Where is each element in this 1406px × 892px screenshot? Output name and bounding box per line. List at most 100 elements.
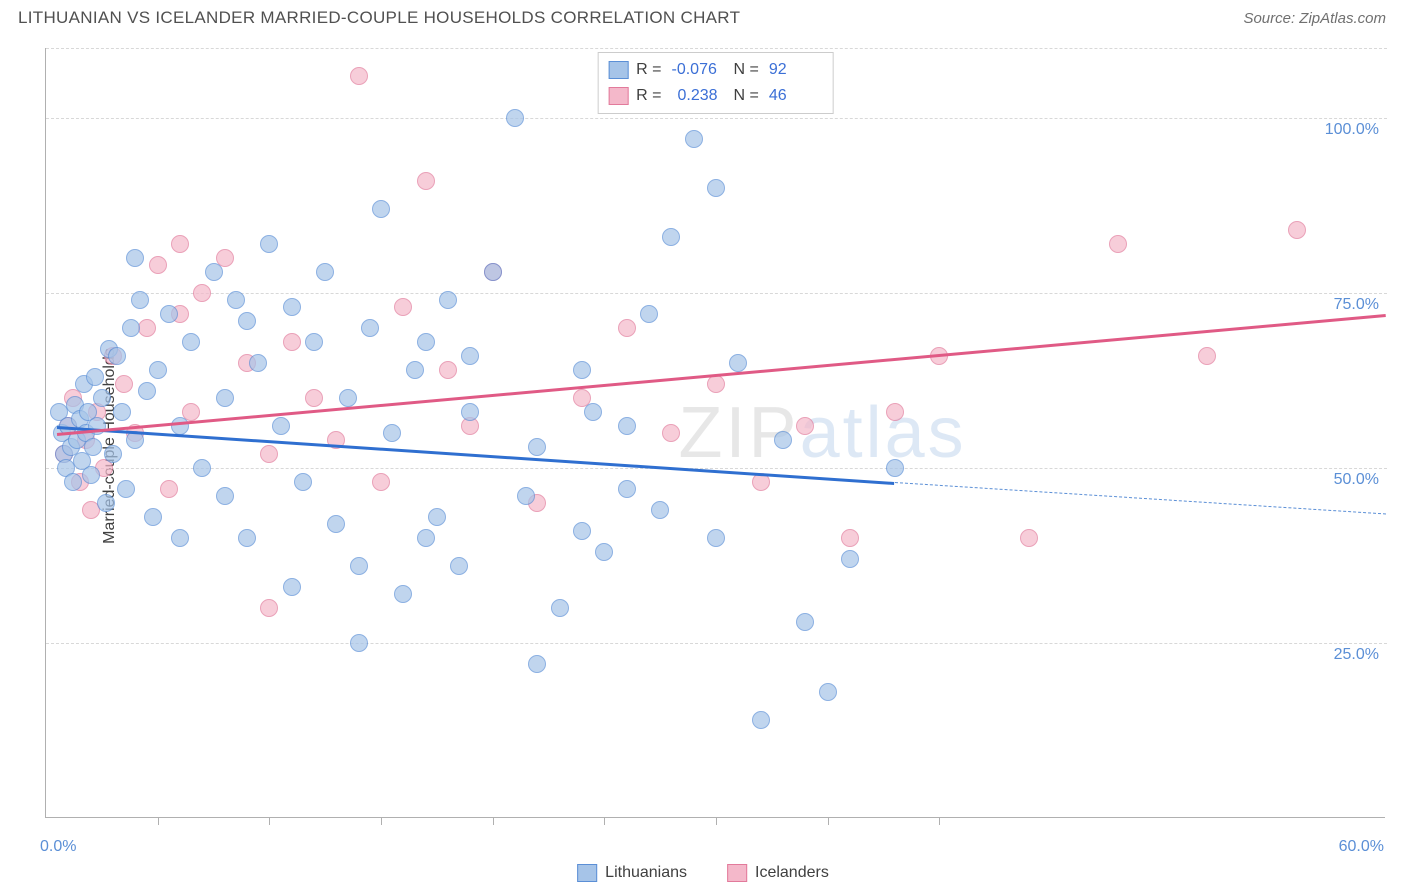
n-value-icelanders: 46 [769,83,823,109]
r-label: R = [636,57,661,83]
data-point-lithuanians [618,480,636,498]
r-label: R = [636,83,661,109]
data-point-icelanders [394,298,412,316]
data-point-lithuanians [573,522,591,540]
swatch-lithuanians [608,61,628,79]
data-point-lithuanians [283,298,301,316]
legend-item-icelanders: Icelanders [727,864,829,882]
data-point-lithuanians [97,494,115,512]
data-point-lithuanians [216,487,234,505]
chart-title: LITHUANIAN VS ICELANDER MARRIED-COUPLE H… [18,8,740,28]
x-tick [939,817,940,825]
trend-line [895,482,1386,514]
r-value-lithuanians: -0.076 [672,57,726,83]
data-point-lithuanians [294,473,312,491]
data-point-icelanders [260,445,278,463]
gridline [46,468,1387,469]
data-point-lithuanians [707,179,725,197]
x-tick-label-max: 60.0% [1339,838,1384,856]
data-point-lithuanians [528,655,546,673]
legend-row-icelanders: R = 0.238 N = 46 [608,83,823,109]
x-tick [716,817,717,825]
data-point-lithuanians [595,543,613,561]
data-point-lithuanians [327,515,345,533]
data-point-lithuanians [260,235,278,253]
data-point-lithuanians [272,417,290,435]
data-point-lithuanians [171,529,189,547]
data-point-lithuanians [350,557,368,575]
data-point-lithuanians [685,130,703,148]
data-point-lithuanians [551,599,569,617]
data-point-lithuanians [729,354,747,372]
data-point-icelanders [662,424,680,442]
data-point-lithuanians [841,550,859,568]
data-point-lithuanians [796,613,814,631]
data-point-lithuanians [484,263,502,281]
data-point-icelanders [618,319,636,337]
legend-label-lithuanians: Lithuanians [605,864,687,882]
data-point-icelanders [1020,529,1038,547]
y-tick-label: 100.0% [1325,121,1379,139]
data-point-lithuanians [406,361,424,379]
data-point-icelanders [260,599,278,617]
data-point-lithuanians [394,585,412,603]
data-point-lithuanians [86,368,104,386]
data-point-lithuanians [82,466,100,484]
n-label: N = [734,57,759,83]
trend-line [57,314,1386,435]
data-point-icelanders [171,235,189,253]
y-tick-label: 50.0% [1334,471,1379,489]
swatch-icelanders [608,87,628,105]
data-point-lithuanians [640,305,658,323]
data-point-lithuanians [113,403,131,421]
x-tick-label-min: 0.0% [40,838,76,856]
chart-source: Source: ZipAtlas.com [1243,10,1386,27]
data-point-lithuanians [584,403,602,421]
data-point-lithuanians [506,109,524,127]
data-point-icelanders [707,375,725,393]
data-point-icelanders [350,67,368,85]
data-point-lithuanians [417,529,435,547]
data-point-icelanders [372,473,390,491]
data-point-lithuanians [108,347,126,365]
legend-row-lithuanians: R = -0.076 N = 92 [608,57,823,83]
data-point-lithuanians [350,634,368,652]
gridline [46,118,1387,119]
x-tick [493,817,494,825]
data-point-lithuanians [122,319,140,337]
data-point-lithuanians [104,445,122,463]
data-point-lithuanians [131,291,149,309]
data-point-icelanders [283,333,301,351]
data-point-lithuanians [171,417,189,435]
gridline [46,293,1387,294]
correlation-legend: R = -0.076 N = 92 R = 0.238 N = 46 [597,52,834,114]
data-point-lithuanians [517,487,535,505]
gridline [46,643,1387,644]
x-tick [828,817,829,825]
data-point-icelanders [160,480,178,498]
data-point-lithuanians [149,361,167,379]
data-point-lithuanians [283,578,301,596]
data-point-icelanders [149,256,167,274]
data-point-icelanders [1109,235,1127,253]
data-point-lithuanians [138,382,156,400]
data-point-lithuanians [450,557,468,575]
data-point-lithuanians [372,200,390,218]
data-point-lithuanians [249,354,267,372]
data-point-lithuanians [238,312,256,330]
data-point-icelanders [439,361,457,379]
data-point-lithuanians [417,333,435,351]
scatter-chart: ZIPatlas R = -0.076 N = 92 R = 0.238 N =… [45,48,1385,818]
x-tick [381,817,382,825]
series-legend: Lithuanians Icelanders [577,864,829,882]
data-point-lithuanians [618,417,636,435]
n-value-lithuanians: 92 [769,57,823,83]
y-tick-label: 75.0% [1334,296,1379,314]
gridline [46,48,1387,49]
data-point-lithuanians [339,389,357,407]
data-point-lithuanians [193,459,211,477]
data-point-lithuanians [439,291,457,309]
trend-line [57,426,895,485]
watermark-atlas: atlas [800,393,967,473]
n-label: N = [734,83,759,109]
